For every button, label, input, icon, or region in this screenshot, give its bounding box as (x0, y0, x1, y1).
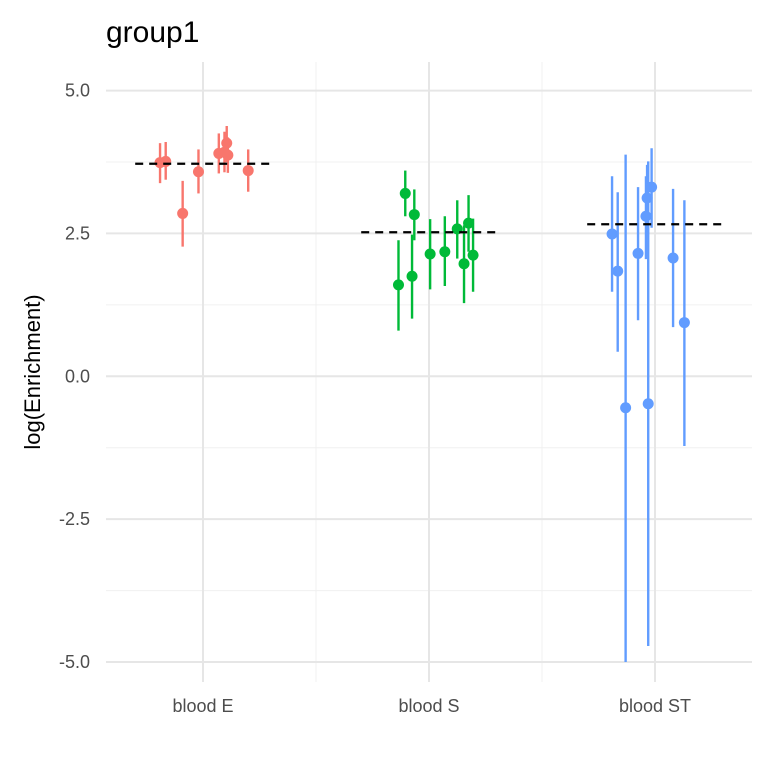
data-point (242, 165, 254, 177)
data-point (678, 317, 690, 329)
y-tick-label: 0.0 (65, 366, 90, 386)
data-point (192, 166, 204, 178)
mean-lines (135, 162, 723, 234)
series-blood-e (154, 126, 254, 247)
data-point (646, 181, 658, 193)
data-point (467, 249, 479, 261)
y-tick-label: 2.5 (65, 223, 90, 243)
series-blood-s (392, 170, 479, 331)
data-point (667, 252, 679, 264)
data-point (606, 228, 618, 240)
data-point (399, 187, 411, 199)
data-point (424, 248, 436, 260)
data-point (458, 258, 470, 270)
data-point (222, 149, 234, 161)
data-point (160, 155, 172, 167)
data-point (463, 217, 475, 229)
y-tick-label: 5.0 (65, 81, 90, 101)
y-tick-labels: 5.0 2.5 0.0 -2.5 -5.0 (59, 81, 90, 672)
series-blood-st (606, 148, 690, 662)
data-point (177, 207, 189, 219)
x-tick-labels: blood E blood S blood ST (172, 696, 691, 716)
data-point (612, 265, 624, 277)
data-marks (154, 126, 690, 662)
data-point (439, 246, 451, 258)
x-tick-label: blood S (398, 696, 459, 716)
y-axis-label: log(Enrichment) (20, 294, 45, 449)
data-point (632, 247, 644, 259)
data-point (221, 137, 233, 149)
chart-title: group1 (106, 16, 199, 49)
y-tick-label: -5.0 (59, 652, 90, 672)
data-point (641, 192, 653, 204)
data-point (640, 210, 652, 222)
data-point (406, 270, 418, 282)
y-tick-label: -2.5 (59, 509, 90, 529)
data-point (620, 402, 632, 414)
data-point (392, 279, 404, 291)
grid (106, 62, 752, 682)
data-point (642, 398, 654, 410)
x-tick-label: blood E (172, 696, 233, 716)
data-point (408, 209, 420, 221)
x-tick-label: blood ST (619, 696, 691, 716)
